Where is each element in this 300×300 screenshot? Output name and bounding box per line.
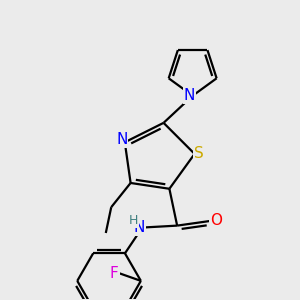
Text: N: N	[184, 88, 195, 103]
Text: N: N	[134, 220, 145, 235]
Text: N: N	[116, 132, 128, 147]
Text: H: H	[129, 214, 138, 227]
Text: F: F	[110, 266, 118, 280]
Text: S: S	[194, 146, 204, 161]
Text: O: O	[210, 213, 222, 228]
